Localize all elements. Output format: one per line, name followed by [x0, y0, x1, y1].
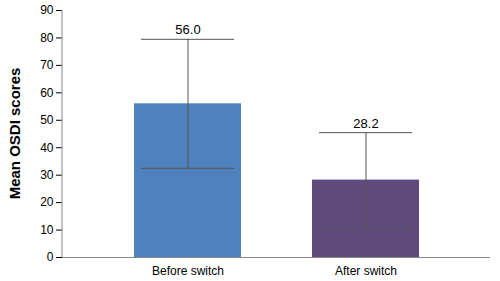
svg-text:50: 50	[40, 113, 54, 127]
svg-text:80: 80	[40, 31, 54, 45]
svg-text:60: 60	[40, 86, 54, 100]
svg-text:Mean OSDI scores: Mean OSDI scores	[6, 68, 23, 200]
svg-text:20: 20	[40, 195, 54, 209]
svg-text:Before switch: Before switch	[152, 264, 224, 278]
svg-text:10: 10	[40, 223, 54, 237]
svg-text:28.2: 28.2	[353, 116, 378, 131]
svg-text:70: 70	[40, 58, 54, 72]
svg-text:0: 0	[47, 250, 54, 264]
svg-text:After switch: After switch	[335, 264, 397, 278]
svg-text:90: 90	[40, 3, 54, 17]
svg-text:30: 30	[40, 168, 54, 182]
svg-text:56.0: 56.0	[175, 22, 200, 37]
svg-text:40: 40	[40, 141, 54, 155]
